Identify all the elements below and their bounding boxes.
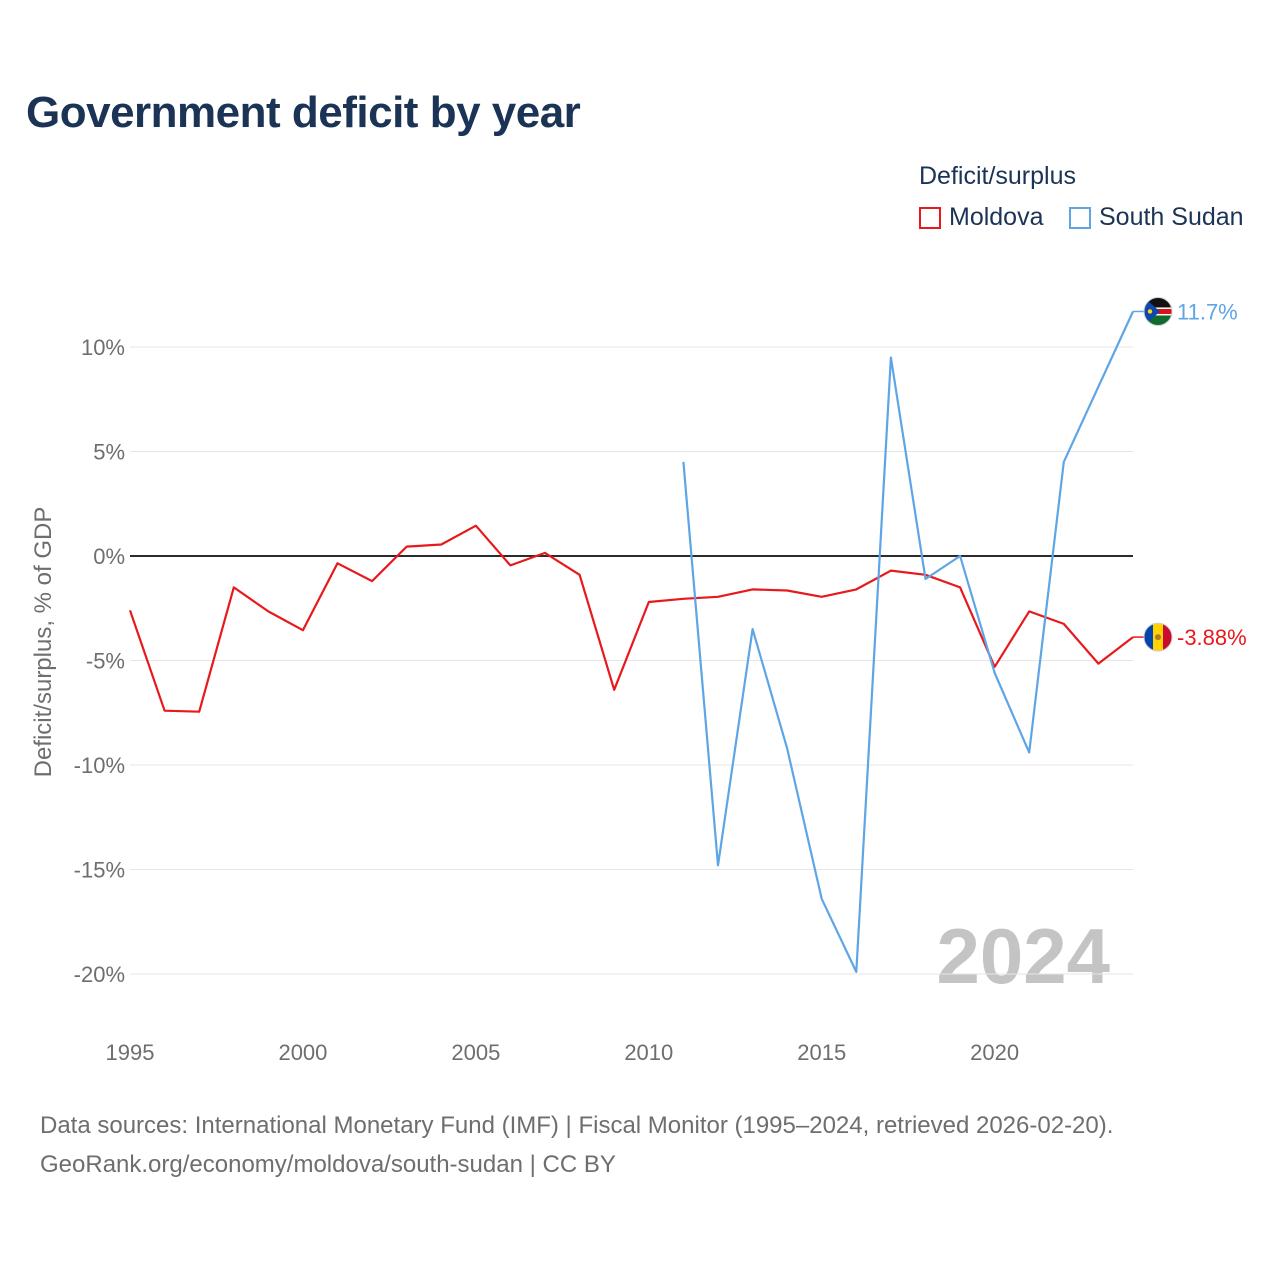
data-point-south-sudan[interactable] <box>781 742 793 754</box>
legend-item-moldova[interactable]: Moldova <box>919 203 1044 232</box>
y-axis-title: Deficit/surplus, % of GDP <box>30 507 57 778</box>
legend-item-south-sudan[interactable]: South Sudan <box>1069 203 1244 232</box>
legend-label-south-sudan: South Sudan <box>1099 203 1244 231</box>
data-point-moldova[interactable] <box>677 593 689 605</box>
year-watermark: 2024 <box>936 912 1110 1000</box>
y-tick-label: 10% <box>81 335 125 360</box>
end-value-label-moldova: -3.88% <box>1177 625 1247 650</box>
data-point-south-sudan[interactable] <box>1092 381 1104 393</box>
y-tick-label: -5% <box>86 649 125 674</box>
data-point-south-sudan[interactable] <box>989 667 1001 679</box>
data-point-moldova[interactable] <box>366 575 378 587</box>
data-point-south-sudan[interactable] <box>850 966 862 978</box>
source-line-2: GeoRank.org/economy/moldova/south-sudan … <box>40 1151 616 1178</box>
end-value-label-south-sudan: 11.7% <box>1177 299 1238 324</box>
x-tick-label: 2000 <box>278 1040 327 1065</box>
data-point-moldova[interactable] <box>643 596 655 608</box>
data-point-moldova[interactable] <box>781 584 793 596</box>
y-tick-label: 5% <box>93 440 125 465</box>
data-point-moldova[interactable] <box>850 583 862 595</box>
data-point-south-sudan[interactable] <box>1023 746 1035 758</box>
legend-label-moldova: Moldova <box>949 203 1044 231</box>
data-point-south-sudan[interactable] <box>712 859 724 871</box>
data-point-south-sudan[interactable] <box>954 550 966 562</box>
data-point-moldova[interactable] <box>574 569 586 581</box>
y-tick-label: -10% <box>74 753 125 778</box>
data-point-moldova[interactable] <box>401 541 413 553</box>
x-tick-label: 2020 <box>970 1040 1019 1065</box>
legend-title: Deficit/surplus <box>919 162 1076 190</box>
data-point-south-sudan[interactable] <box>885 351 897 363</box>
data-point-south-sudan[interactable] <box>1058 456 1070 468</box>
x-tick-label: 1995 <box>106 1040 155 1065</box>
legend-swatch-moldova <box>919 206 941 229</box>
data-point-moldova[interactable] <box>1092 658 1104 670</box>
data-point-moldova[interactable] <box>885 565 897 577</box>
data-point-south-sudan[interactable] <box>919 573 931 585</box>
x-tick-label: 2005 <box>451 1040 500 1065</box>
flag-south-sudan-icon <box>1143 296 1173 326</box>
data-point-moldova[interactable] <box>712 591 724 603</box>
data-point-south-sudan[interactable] <box>677 456 689 468</box>
data-point-south-sudan[interactable] <box>747 623 759 635</box>
data-point-moldova[interactable] <box>747 583 759 595</box>
data-point-moldova[interactable] <box>470 520 482 532</box>
series-line-moldova[interactable] <box>128 524 1134 713</box>
flag-moldova-icon <box>1143 622 1173 652</box>
data-point-moldova[interactable] <box>332 557 344 569</box>
data-point-south-sudan[interactable] <box>816 893 828 905</box>
data-point-moldova[interactable] <box>954 581 966 593</box>
data-point-moldova[interactable] <box>816 591 828 603</box>
data-point-moldova[interactable] <box>1023 605 1035 617</box>
x-tick-label: 2015 <box>797 1040 846 1065</box>
source-note: Data sources: International Monetary Fun… <box>40 1106 1113 1184</box>
y-tick-label: -15% <box>74 858 125 883</box>
data-point-moldova[interactable] <box>608 684 620 696</box>
data-point-moldova[interactable] <box>297 624 309 636</box>
data-point-moldova[interactable] <box>262 605 274 617</box>
data-point-moldova[interactable] <box>504 559 516 571</box>
series-line-south-sudan[interactable] <box>682 311 1134 974</box>
y-tick-label: -20% <box>74 962 125 987</box>
data-point-moldova[interactable] <box>124 604 136 616</box>
legend-swatch-south-sudan <box>1069 206 1091 229</box>
data-point-moldova[interactable] <box>1058 618 1070 630</box>
source-line-1: Data sources: International Monetary Fun… <box>40 1112 1114 1139</box>
x-tick-label: 2010 <box>624 1040 673 1065</box>
data-point-moldova[interactable] <box>539 547 551 559</box>
data-point-moldova[interactable] <box>193 706 205 718</box>
data-point-moldova[interactable] <box>228 581 240 593</box>
data-point-moldova[interactable] <box>159 705 171 717</box>
data-point-moldova[interactable] <box>435 539 447 551</box>
chart-title: Government deficit by year <box>26 88 581 137</box>
y-tick-label: 0% <box>93 544 125 569</box>
